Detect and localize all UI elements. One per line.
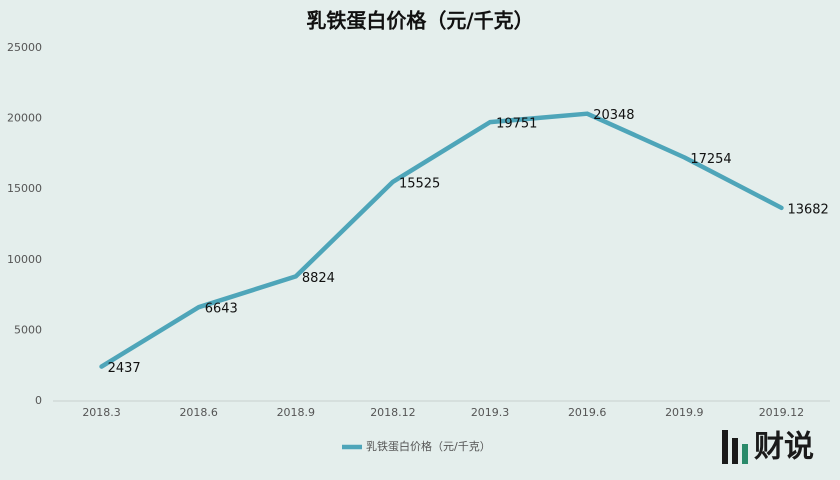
x-tick-label: 2018.6 (179, 406, 218, 419)
logo: 财说 (722, 430, 814, 465)
data-label: 15525 (399, 176, 440, 191)
data-label: 8824 (302, 271, 335, 286)
x-tick-label: 2019.12 (759, 406, 805, 419)
logo-text: 财说 (754, 430, 814, 465)
x-tick-label: 2019.6 (568, 406, 607, 419)
data-label: 17254 (690, 152, 731, 167)
logo-bar (722, 430, 728, 464)
data-label: 2437 (108, 361, 141, 376)
logo-bar (732, 438, 738, 464)
line (99, 111, 784, 369)
x-tick-label: 2018.12 (370, 406, 416, 419)
x-tick-label: 2018.9 (277, 406, 316, 419)
y-tick-label: 20000 (7, 112, 42, 125)
data-label: 6643 (205, 302, 238, 317)
logo-bar (742, 444, 748, 464)
x-tick-label: 2019.3 (471, 406, 510, 419)
x-tick-label: 2018.3 (82, 406, 121, 419)
data-label: 20348 (593, 108, 634, 123)
chart-title: 乳铁蛋白价格（元/千克） (306, 9, 533, 33)
y-tick-label: 0 (35, 394, 42, 407)
y-tick-label: 10000 (7, 253, 42, 266)
data-label: 13682 (787, 202, 828, 217)
y-tick-label: 5000 (14, 323, 42, 336)
legend-label: 乳铁蛋白价格（元/千克） (366, 439, 491, 453)
data-label: 19751 (496, 117, 537, 132)
x-tick-label: 2019.9 (665, 406, 704, 419)
y-tick-label: 15000 (7, 182, 42, 195)
y-tick-label: 25000 (7, 41, 42, 54)
